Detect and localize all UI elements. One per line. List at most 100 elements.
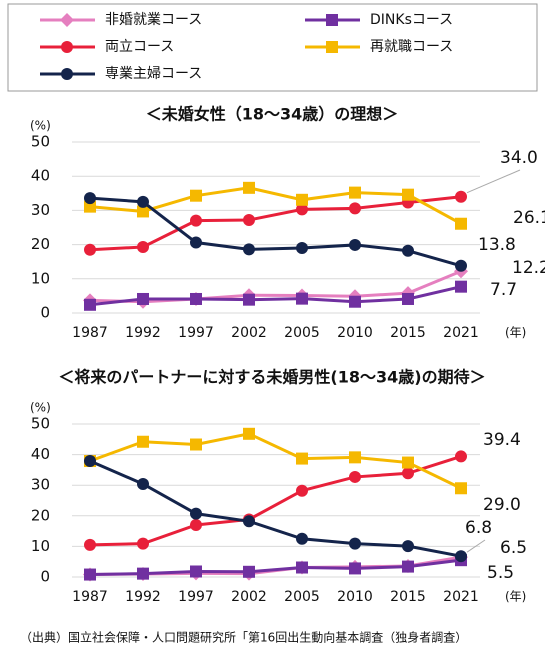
- y-tick-label: 50: [31, 415, 50, 433]
- marker: [84, 200, 96, 213]
- marker: [455, 259, 467, 272]
- marker: [137, 537, 149, 550]
- data-label: 5.5: [487, 563, 514, 583]
- x-unit: (年): [505, 590, 526, 604]
- y-tick-label: 0: [40, 304, 50, 322]
- legend-label: 再就職コース: [370, 39, 453, 55]
- marker: [455, 550, 467, 563]
- marker: [137, 240, 149, 253]
- y-tick-label: 20: [31, 235, 50, 253]
- data-label: 34.0: [500, 148, 538, 168]
- legend-label: 専業主婦コース: [105, 65, 202, 82]
- marker: [296, 452, 308, 465]
- marker: [243, 181, 255, 194]
- chart-title: ＜将来のパートナーに対する未婚男性(18～34歳)の期待＞: [58, 368, 485, 387]
- marker: [402, 467, 414, 480]
- data-label: 6.8: [465, 518, 492, 538]
- marker: [296, 242, 308, 255]
- x-tick-label: 1992: [125, 325, 161, 341]
- x-tick-label: 2021: [443, 325, 479, 341]
- marker: [402, 540, 414, 553]
- y-tick-label: 40: [31, 445, 50, 463]
- marker: [190, 438, 202, 451]
- marker: [84, 298, 96, 311]
- marker: [60, 13, 74, 27]
- legend-label: 両立コース: [105, 39, 174, 55]
- marker: [243, 293, 255, 306]
- series-line: [89, 269, 462, 304]
- legend-box: [7, 3, 538, 92]
- y-unit: (%): [30, 119, 51, 133]
- marker: [84, 568, 96, 581]
- y-tick-label: 50: [31, 133, 50, 151]
- marker: [190, 214, 202, 227]
- series-line: [89, 558, 462, 577]
- x-tick-label: 2010: [337, 589, 373, 605]
- marker: [84, 455, 96, 468]
- marker: [326, 14, 338, 26]
- x-unit: (年): [505, 326, 526, 340]
- data-label: 39.4: [483, 430, 521, 450]
- marker: [296, 292, 308, 305]
- marker: [402, 244, 414, 257]
- marker: [455, 280, 467, 293]
- x-tick-label: 2002: [231, 589, 267, 605]
- marker: [349, 451, 361, 464]
- marker: [61, 68, 73, 80]
- marker: [455, 482, 467, 495]
- marker: [349, 202, 361, 215]
- marker: [137, 435, 149, 448]
- marker: [190, 236, 202, 249]
- marker: [137, 567, 149, 580]
- marker: [190, 507, 202, 520]
- y-tick-label: 30: [31, 201, 50, 219]
- y-unit: (%): [30, 401, 51, 415]
- marker: [402, 456, 414, 469]
- marker: [349, 470, 361, 483]
- leader-line: [466, 539, 486, 553]
- marker: [84, 192, 96, 205]
- marker: [84, 538, 96, 551]
- x-tick-label: 1992: [125, 589, 161, 605]
- marker: [243, 213, 255, 226]
- marker: [137, 292, 149, 305]
- data-label: 29.0: [483, 495, 521, 515]
- marker: [137, 205, 149, 218]
- marker: [84, 243, 96, 256]
- y-tick-label: 10: [31, 269, 50, 287]
- marker: [296, 484, 308, 497]
- data-label: 13.8: [478, 235, 516, 255]
- data-label: 6.5: [500, 538, 527, 558]
- marker: [349, 562, 361, 575]
- marker: [61, 41, 73, 53]
- x-tick-label: 1987: [72, 589, 108, 605]
- x-tick-label: 2010: [337, 325, 373, 341]
- series-line: [89, 195, 462, 252]
- marker: [402, 560, 414, 573]
- marker: [349, 295, 361, 308]
- chart-title: ＜未婚女性（18～34歳）の理想＞: [146, 105, 399, 124]
- series-line: [89, 455, 462, 547]
- marker: [296, 193, 308, 206]
- x-tick-label: 2015: [390, 589, 426, 605]
- marker: [349, 238, 361, 251]
- marker: [243, 515, 255, 528]
- x-tick-label: 2015: [390, 325, 426, 341]
- marker: [296, 561, 308, 574]
- source-note: （出典）国立社会保障・人口問題研究所「第16回出生動向基本調査（独身者調査）: [20, 630, 467, 645]
- leader-line: [466, 169, 521, 194]
- data-label: 7.7: [490, 280, 517, 300]
- y-tick-label: 20: [31, 506, 50, 524]
- marker: [402, 292, 414, 305]
- marker: [349, 186, 361, 199]
- series-line: [89, 459, 462, 558]
- marker: [455, 450, 467, 463]
- series-line: [89, 432, 462, 490]
- data-label: 12.2: [512, 258, 545, 278]
- marker: [349, 537, 361, 550]
- x-tick-label: 1997: [178, 325, 214, 341]
- x-tick-label: 1997: [178, 589, 214, 605]
- legend-label: DINKsコース: [370, 12, 453, 28]
- x-tick-label: 2021: [443, 589, 479, 605]
